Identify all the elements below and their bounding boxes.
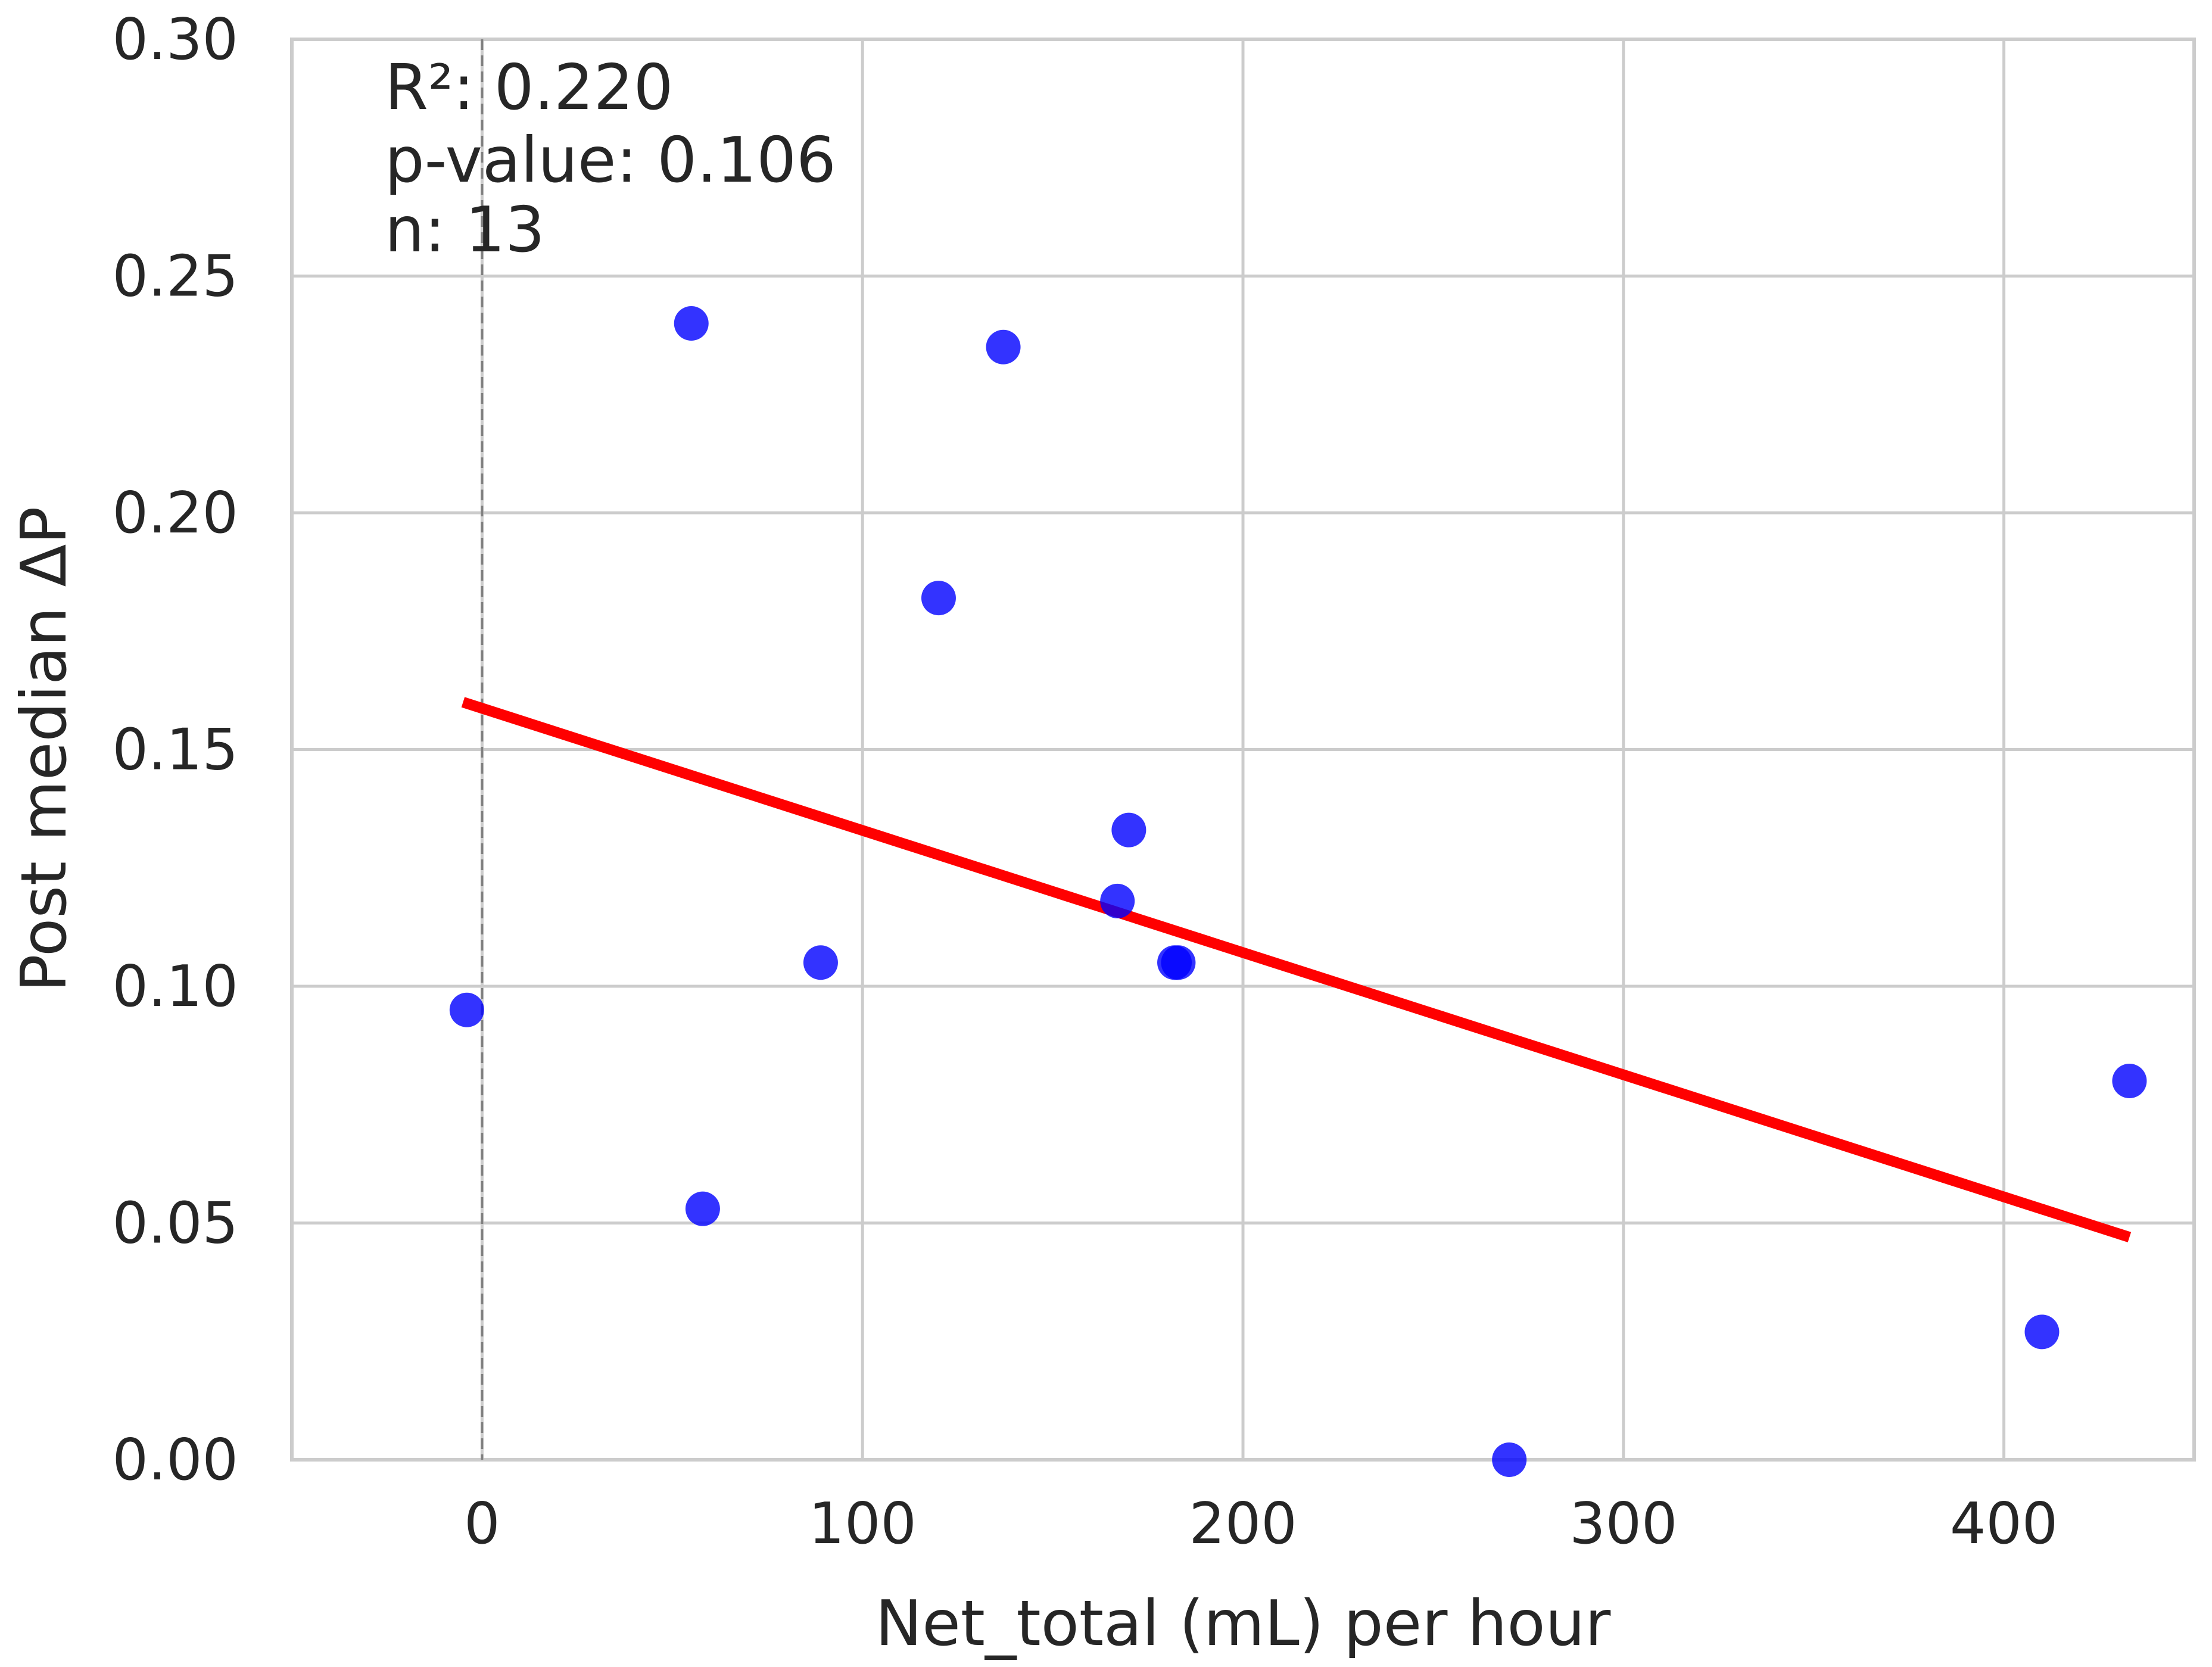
x-tick-label-1: 100 [809,1491,917,1557]
data-point-4 [921,581,956,616]
data-point-10 [1492,1442,1527,1477]
annotation-r-squared: R²: 0.220 [385,51,673,124]
data-points [449,306,2147,1477]
y-tick-label-6: 0.30 [112,7,238,73]
data-point-2 [685,1191,720,1226]
y-axis-label: Post median ΔP [8,506,80,992]
annotation-p-value: p-value: 0.106 [385,124,836,197]
data-point-5 [986,329,1021,364]
data-point-7 [1111,812,1146,847]
y-tick-label-4: 0.20 [112,481,238,546]
data-point-0 [449,992,484,1027]
data-point-1 [674,306,709,341]
data-point-6 [1100,883,1135,918]
x-tick-label-4: 400 [1950,1491,2058,1557]
y-tick-label-1: 0.05 [112,1191,238,1257]
y-tick-label-3: 0.15 [112,718,238,783]
annotation-n: n: 13 [385,194,545,266]
y-tick-label-2: 0.10 [112,954,238,1020]
data-point-3 [803,945,838,980]
regression-line-group [461,697,2132,1242]
stats-annotation: R²: 0.220 p-value: 0.106 n: 13 [385,51,836,266]
y-tick-label-0: 0.00 [112,1428,238,1493]
x-tick-labels: 0 100 200 300 400 [464,1491,2058,1557]
y-tick-label-5: 0.25 [112,244,238,310]
x-axis-label: Net_total (mL) per hour [876,1587,1612,1660]
regression-line [461,697,2132,1242]
data-point-9 [1161,945,1196,980]
data-point-11 [2024,1314,2060,1350]
y-tick-labels: 0.00 0.05 0.10 0.15 0.20 0.25 0.30 [112,7,238,1493]
data-point-12 [2112,1064,2147,1098]
x-tick-label-0: 0 [464,1491,500,1557]
x-tick-label-3: 300 [1569,1491,1677,1557]
x-tick-label-2: 200 [1189,1491,1297,1557]
